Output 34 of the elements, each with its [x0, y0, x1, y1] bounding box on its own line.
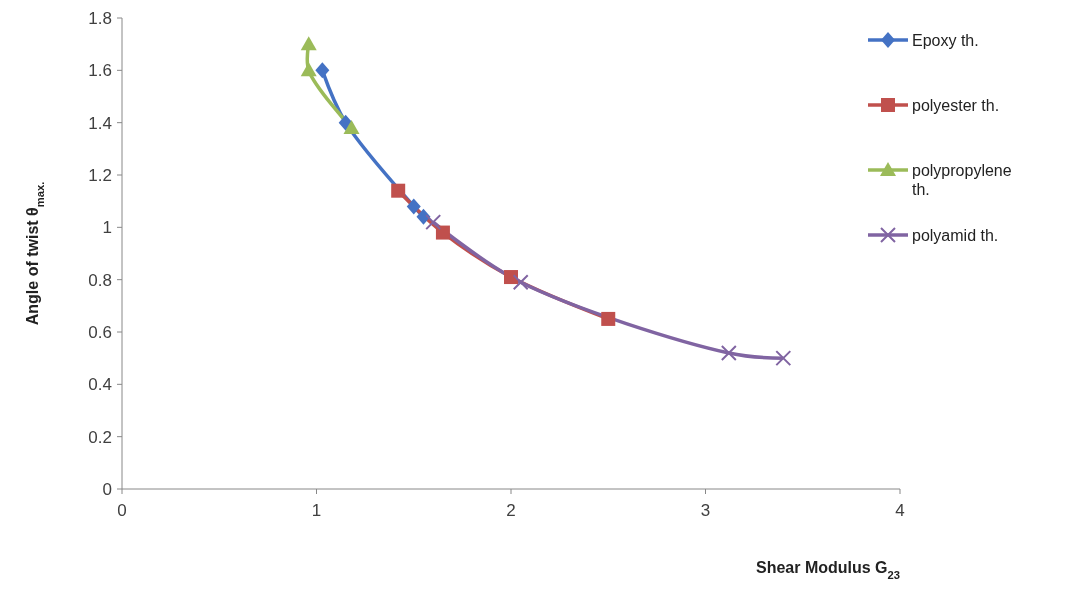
point: [435, 225, 450, 240]
y-tick-label: 0.8: [88, 270, 112, 290]
point: [406, 198, 421, 215]
y-tick-label: 1.8: [88, 8, 112, 28]
legend-label: polypropylene th.: [912, 161, 1012, 198]
y-tick-label: 1.6: [88, 61, 112, 81]
x-tick-label: 4: [895, 501, 905, 520]
point: [343, 119, 360, 134]
x-tick-label: 2: [506, 501, 516, 520]
point: [391, 183, 406, 198]
y-tick-label: 1.2: [88, 165, 112, 185]
point: [315, 62, 330, 79]
y-tick-label: 0.6: [88, 322, 112, 342]
x-tick-label: 0: [117, 501, 127, 520]
x-tick-label: 3: [700, 501, 711, 520]
point: [720, 344, 737, 361]
y-tick-label: 0.4: [88, 375, 112, 395]
point: [775, 350, 792, 367]
y-tick-label: 0.2: [88, 427, 112, 447]
legend-label: Epoxy th.: [912, 31, 979, 49]
point: [300, 62, 317, 77]
point: [425, 214, 442, 231]
y-tick-label: 0: [102, 479, 112, 499]
point: [601, 311, 616, 326]
y-tick-label: 1.4: [88, 113, 112, 133]
legend-label: polyester th.: [912, 96, 1000, 114]
legend-label: polyamid th.: [912, 226, 999, 244]
point: [416, 208, 431, 225]
point: [300, 36, 317, 51]
point: [504, 270, 518, 285]
y-tick-label: 1: [102, 218, 112, 238]
x-axis-title: Shear Modulus G$_{23}$: [755, 559, 900, 581]
point: [512, 274, 529, 291]
x-tick-label: 1: [311, 501, 322, 520]
